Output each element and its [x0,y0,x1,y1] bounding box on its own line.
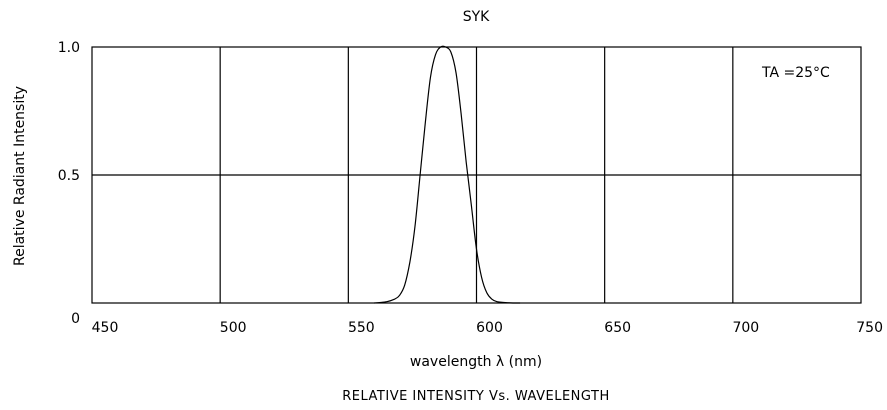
x-axis-label: wavelength λ (nm) [410,354,542,370]
y-tick-label: 0 [71,311,80,327]
y-axis-label: Relative Radiant Intensity [12,86,28,266]
x-tick-label: 600 [476,320,503,336]
x-tick-label: 650 [604,320,631,336]
plot-frame [91,46,862,304]
intensity-curve [373,45,521,304]
chart-caption: RELATIVE INTENSITY Vs. WAVELENGTH [342,389,609,404]
x-tick-labels: 450 500 550 600 650 700 750 [92,320,883,336]
y-tick-label: 1.0 [58,40,80,56]
chart-title: SYK [463,9,490,25]
temperature-annotation: TA =25°C [761,65,830,81]
x-tick-label: 550 [348,320,375,336]
x-tick-label: 500 [220,320,247,336]
x-tick-label: 750 [856,320,883,336]
x-tick-label: 450 [92,320,119,336]
x-tick-label: 700 [732,320,759,336]
y-tick-label: 0.5 [58,168,80,184]
y-tick-labels: 0 0.5 1.0 [58,40,80,327]
grid-lines [92,47,861,303]
